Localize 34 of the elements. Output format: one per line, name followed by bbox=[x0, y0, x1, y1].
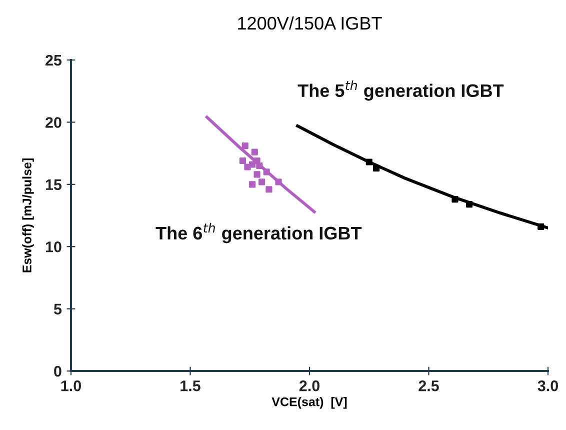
y-tick-label: 0 bbox=[54, 366, 62, 377]
point bbox=[256, 162, 263, 170]
line-series bbox=[205, 116, 316, 214]
y-axis-title: Esw(off) [mJ/pulse] bbox=[22, 158, 34, 272]
y-tick-label: 10 bbox=[46, 241, 62, 252]
point bbox=[248, 181, 256, 188]
y-tick-label: 20 bbox=[46, 117, 62, 128]
point bbox=[254, 171, 260, 178]
y-tick-label: 15 bbox=[46, 179, 62, 190]
text: The 6$^{th}$ generation IGBT bbox=[156, 222, 362, 244]
series-label: The 5$^{th}$ generation IGBT bbox=[298, 80, 504, 101]
y-tick-label: 25 bbox=[46, 54, 62, 66]
x-axis-title: VCE(sat) [V] bbox=[272, 397, 347, 409]
point bbox=[254, 157, 260, 164]
point bbox=[258, 178, 266, 186]
chart-title: 1200V/150A IGBT bbox=[238, 16, 382, 30]
point bbox=[263, 168, 270, 176]
x-tick-label: 1.5 bbox=[180, 380, 200, 392]
point bbox=[239, 157, 246, 164]
point bbox=[275, 178, 282, 186]
point bbox=[266, 186, 272, 193]
point bbox=[538, 223, 544, 230]
x-tick-label: 2.0 bbox=[299, 380, 320, 392]
point bbox=[452, 196, 458, 203]
point bbox=[244, 164, 251, 170]
point bbox=[366, 158, 372, 166]
x-tick-label: 1.0 bbox=[61, 380, 81, 392]
x-tick-label: 2.5 bbox=[418, 380, 439, 392]
x-tick-label: 3.0 bbox=[538, 380, 558, 392]
point bbox=[251, 148, 258, 156]
point bbox=[242, 142, 248, 150]
y-tick-label: 5 bbox=[54, 304, 62, 314]
point bbox=[372, 164, 380, 172]
point bbox=[466, 201, 473, 208]
